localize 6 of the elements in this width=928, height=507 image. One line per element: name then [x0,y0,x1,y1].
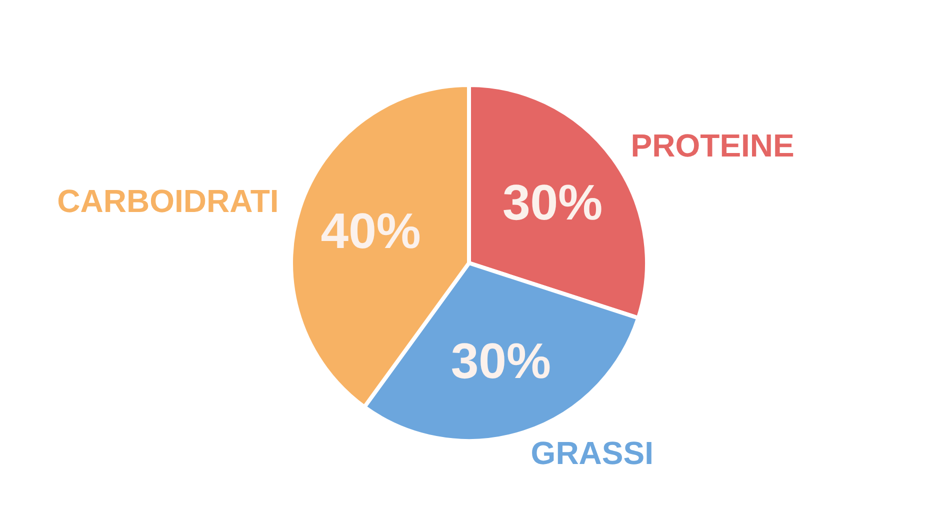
slice-label: CARBOIDRATI [57,183,279,220]
data-label: 30% [450,333,551,390]
data-label: 30% [502,174,603,230]
slice-label: GRASSI [530,435,654,472]
data-label: 40% [320,203,421,260]
slice-label: PROTEINE [630,127,794,164]
